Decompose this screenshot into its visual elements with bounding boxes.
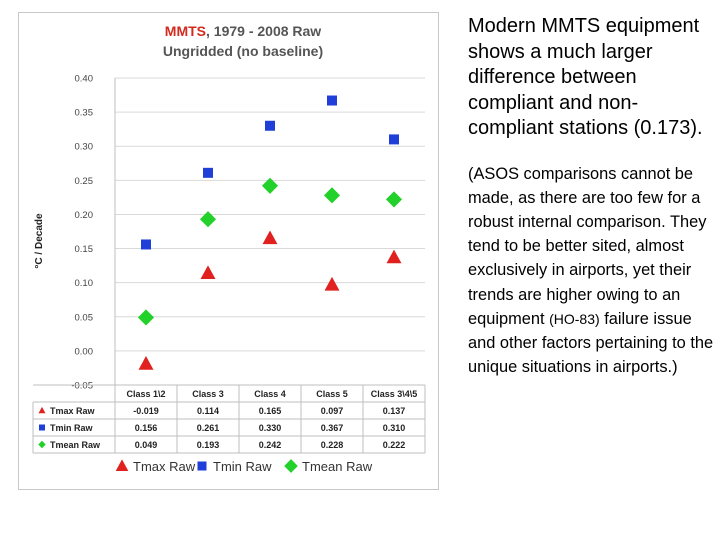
tmax-raw-point xyxy=(138,356,154,370)
data-label: 0.156 xyxy=(135,423,158,433)
category-label: Class 5 xyxy=(316,389,348,399)
y-tick-label: 0.05 xyxy=(75,312,94,323)
y-tick-label: 0.40 xyxy=(75,74,94,85)
tmean-raw-point xyxy=(199,211,217,228)
note-part-2: failure issue and other factors pertaini… xyxy=(468,309,714,377)
tmax-raw-point xyxy=(324,276,340,291)
y-tick-label: 0.35 xyxy=(75,108,94,119)
note-paragraph: (ASOS comparisons cannot be made, as the… xyxy=(468,162,718,380)
table-legend-key xyxy=(38,406,46,414)
table-legend-key xyxy=(39,424,45,431)
table-row-tmean-raw-label: Tmean Raw xyxy=(50,440,101,450)
legend-label: Tmax Raw xyxy=(133,459,196,474)
chart-title: MMTS, 1979 - 2008 Raw xyxy=(165,23,322,39)
tmin-raw-point xyxy=(203,167,213,178)
category-label: Class 3 xyxy=(192,389,224,399)
tmax-raw-point xyxy=(262,230,278,245)
legend-key xyxy=(115,459,129,471)
tmean-raw-point xyxy=(385,191,403,208)
chart: MMTS, 1979 - 2008 Raw Ungridded (no base… xyxy=(32,23,426,474)
y-tick-label: 0.25 xyxy=(75,176,94,187)
data-label: 0.228 xyxy=(321,440,344,450)
y-tick-label: 0.10 xyxy=(75,278,94,289)
data-label: 0.261 xyxy=(197,423,220,433)
tmean-raw-point xyxy=(261,177,279,194)
data-label: 0.097 xyxy=(321,406,344,416)
data-label: 0.222 xyxy=(383,440,406,450)
main-paragraph: Modern MMTS equipment shows a much large… xyxy=(468,15,703,139)
category-label: Class 4 xyxy=(254,389,286,399)
tmax-raw-point xyxy=(200,265,216,279)
legend-key xyxy=(197,461,207,471)
chart-subtitle: Ungridded (no baseline) xyxy=(163,43,323,59)
tmin-raw-point xyxy=(265,120,275,131)
note-part-1: (ASOS comparisons cannot be made, as the… xyxy=(468,164,707,328)
legend-key xyxy=(284,459,298,473)
category-label: Class 3\4\5 xyxy=(371,389,418,399)
tmin-raw-point xyxy=(327,95,337,106)
side-text: Modern MMTS equipment shows a much large… xyxy=(468,14,718,379)
tmean-raw-point xyxy=(323,187,341,204)
y-tick-label: 0.30 xyxy=(75,142,94,153)
data-label: 0.137 xyxy=(383,406,406,416)
table-legend-key xyxy=(38,440,46,449)
table-row-tmin-raw-label: Tmin Raw xyxy=(50,423,94,433)
data-label: -0.019 xyxy=(133,406,159,416)
data-label: 0.165 xyxy=(259,406,282,416)
tmax-raw-point xyxy=(386,249,402,264)
tmin-raw-point xyxy=(389,134,399,145)
y-axis-label: °C / Decade xyxy=(34,213,45,269)
legend-label: Tmean Raw xyxy=(302,459,373,474)
note-ho83: (HO-83) xyxy=(549,310,600,327)
tmean-raw-point xyxy=(137,309,155,326)
chart-panel: MMTS, 1979 - 2008 Raw Ungridded (no base… xyxy=(18,12,439,490)
data-label: 0.049 xyxy=(135,440,158,450)
y-tick-label: 0.20 xyxy=(75,210,94,221)
data-label: 0.114 xyxy=(197,406,219,416)
legend-label: Tmin Raw xyxy=(213,459,272,474)
table-row-tmax-raw-label: Tmax Raw xyxy=(50,406,96,416)
tmin-raw-point xyxy=(141,239,151,250)
y-tick-label: 0.15 xyxy=(75,244,94,255)
y-tick-label: 0.00 xyxy=(75,346,94,357)
data-label: 0.367 xyxy=(321,423,344,433)
data-label: 0.242 xyxy=(259,440,282,450)
data-label: 0.310 xyxy=(383,423,406,433)
category-label: Class 1\2 xyxy=(126,389,165,399)
data-label: 0.193 xyxy=(197,440,220,450)
data-label: 0.330 xyxy=(259,423,282,433)
y-tick-label: -0.05 xyxy=(71,381,93,392)
